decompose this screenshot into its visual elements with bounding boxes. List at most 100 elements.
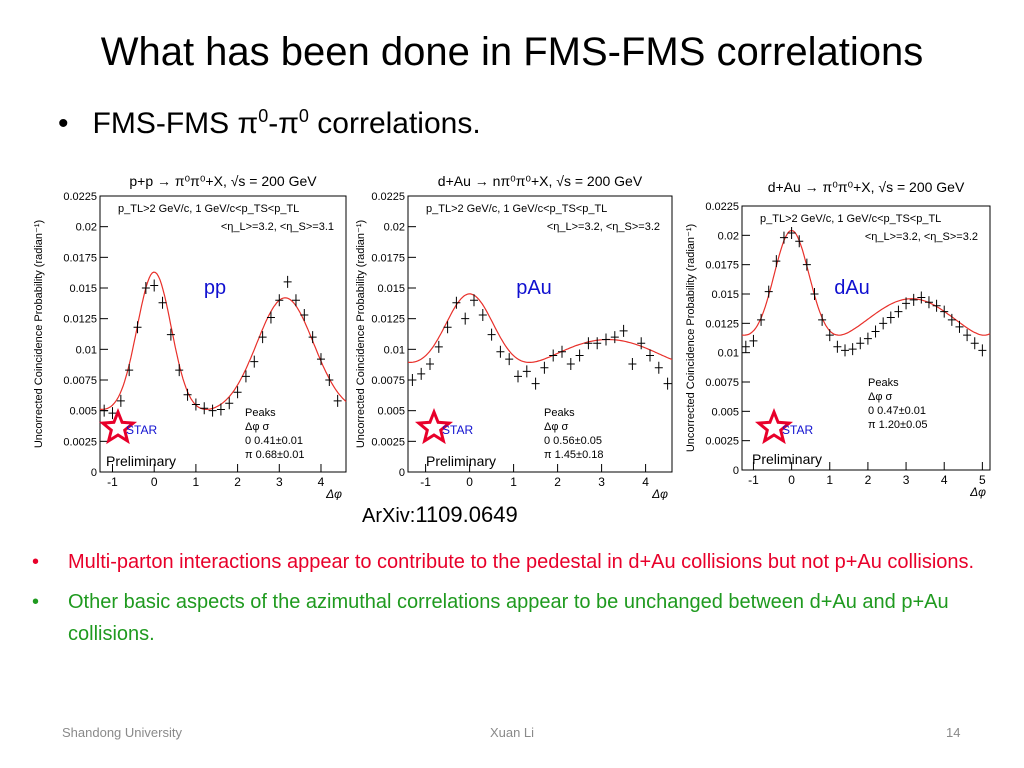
data-point <box>894 305 903 318</box>
data-point <box>452 296 461 309</box>
x-tick-label: 4 <box>941 473 948 487</box>
data-point <box>208 404 217 417</box>
data-point <box>108 407 117 420</box>
collision-label: pp <box>204 277 226 299</box>
data-point <box>116 394 125 407</box>
arxiv-reference: ArXiv:1109.0649 <box>362 502 518 528</box>
data-point <box>879 317 888 330</box>
data-point <box>619 324 628 337</box>
x-tick-label: 0 <box>466 475 473 489</box>
data-point <box>505 353 514 366</box>
y-tick-label: 0.02 <box>76 222 97 234</box>
y-tick-label: 0.01 <box>384 344 405 356</box>
data-point <box>787 226 796 239</box>
x-tick-label: 1 <box>193 475 200 489</box>
data-point <box>308 331 317 344</box>
y-tick-label: 0.005 <box>377 406 405 418</box>
y-tick-label: 0.01 <box>76 344 97 356</box>
bullet-dot: • <box>32 551 40 573</box>
y-tick-label: 0.0125 <box>63 314 97 326</box>
star-logo-text: STAR <box>442 423 473 437</box>
data-point <box>802 258 811 271</box>
data-point <box>333 394 342 407</box>
data-point <box>461 312 470 325</box>
data-point <box>924 296 933 309</box>
star-logo-icon <box>414 407 454 445</box>
chart-pau: d+Au → nπ⁰π⁰+X, √s = 200 GeV p_TL>2 GeV/c… <box>355 173 673 500</box>
y-tick-label: 0.0125 <box>371 314 405 326</box>
data-point <box>266 311 275 324</box>
x-tick-label: 1 <box>826 473 833 487</box>
plot-frame <box>407 195 673 473</box>
data-point <box>141 282 150 294</box>
data-point <box>749 334 758 347</box>
data-point <box>637 337 646 350</box>
data-point <box>947 313 956 326</box>
data-point <box>478 308 487 321</box>
subtitle-bullet: • FMS-FMS π0-π0 correlations. <box>58 106 481 141</box>
arxiv-prefix: ArXiv: <box>362 505 416 527</box>
data-point <box>316 353 325 366</box>
data-point <box>325 374 334 386</box>
x-tick-label: 2 <box>234 475 241 489</box>
chart-cuts: p_TL>2 GeV/c, 1 GeV/c<p_TS<p_TL <box>426 203 607 215</box>
chart-header: p+p → π⁰π⁰+X, √s = 200 GeV <box>129 173 317 189</box>
x-tick-label: 1 <box>510 475 517 489</box>
x-tick-label: -1 <box>107 475 118 489</box>
data-point <box>886 311 895 324</box>
plot-frame <box>99 195 347 473</box>
data-point <box>833 340 842 353</box>
y-tick-label: 0.005 <box>69 406 97 418</box>
data-point <box>871 325 880 338</box>
y-tick-label: 0.0175 <box>705 260 739 272</box>
chart-pp-panel: p+p → π⁰π⁰+X, √s = 200 GeV p_TL>2 GeV/c, … <box>30 172 350 500</box>
data-point <box>772 255 781 268</box>
data-point <box>417 367 426 380</box>
x-tick-label: 2 <box>865 473 872 487</box>
chart-cuts: p_TL>2 GeV/c, 1 GeV/c<p_TS<p_TL <box>118 203 299 215</box>
x-tick-label: 4 <box>642 475 649 489</box>
data-point <box>779 231 788 244</box>
x-tick-label: 3 <box>903 473 910 487</box>
y-tick-label: 0 <box>733 465 739 477</box>
data-point <box>200 402 209 415</box>
peaks-title: Peaks <box>544 407 575 419</box>
data-point <box>125 364 134 377</box>
y-tick-label: 0.0175 <box>63 252 97 264</box>
data-point <box>856 337 865 350</box>
x-tick-label: 5 <box>979 473 986 487</box>
data-point <box>291 294 300 307</box>
peaks-row: π 1.45±0.18 <box>544 449 604 461</box>
preliminary-label: Preliminary <box>426 453 496 469</box>
data-point <box>233 386 242 399</box>
data-point <box>575 349 584 362</box>
slide-title: What has been done in FMS-FMS correlatio… <box>100 30 924 74</box>
preliminary-label: Preliminary <box>752 451 822 467</box>
data-point <box>825 329 834 342</box>
peaks-row: 0 0.56±0.05 <box>544 435 602 447</box>
star-logo-text: STAR <box>126 423 157 437</box>
data-point <box>917 291 926 304</box>
data-point <box>426 358 434 371</box>
y-tick-label: 0.0125 <box>705 318 739 330</box>
footer-left: Shandong University <box>62 725 182 740</box>
data-point <box>810 288 819 300</box>
y-tick-label: 0.0225 <box>371 191 405 203</box>
data-point <box>241 370 250 383</box>
y-tick-label: 0.0025 <box>371 436 405 448</box>
data-point <box>531 377 540 390</box>
x-tick-label: 0 <box>151 475 158 489</box>
data-point <box>848 343 857 356</box>
subtitle-mid: -π <box>268 107 299 140</box>
bullet-item: • Other basic aspects of the azimuthal c… <box>32 586 992 650</box>
fit-curve <box>99 271 347 411</box>
y-axis-label: Uncorrected Coincidence Probability (rad… <box>685 224 697 452</box>
data-point <box>540 361 549 374</box>
data-point <box>978 344 987 357</box>
peaks-header: Δφ σ <box>245 421 270 433</box>
y-tick-label: 0.015 <box>711 289 739 301</box>
chart-header: d+Au → nπ⁰π⁰+X, √s = 200 GeV <box>438 173 643 189</box>
data-point <box>283 275 292 288</box>
subtitle-suffix: correlations. <box>308 107 481 140</box>
y-tick-label: 0.0225 <box>705 201 739 213</box>
